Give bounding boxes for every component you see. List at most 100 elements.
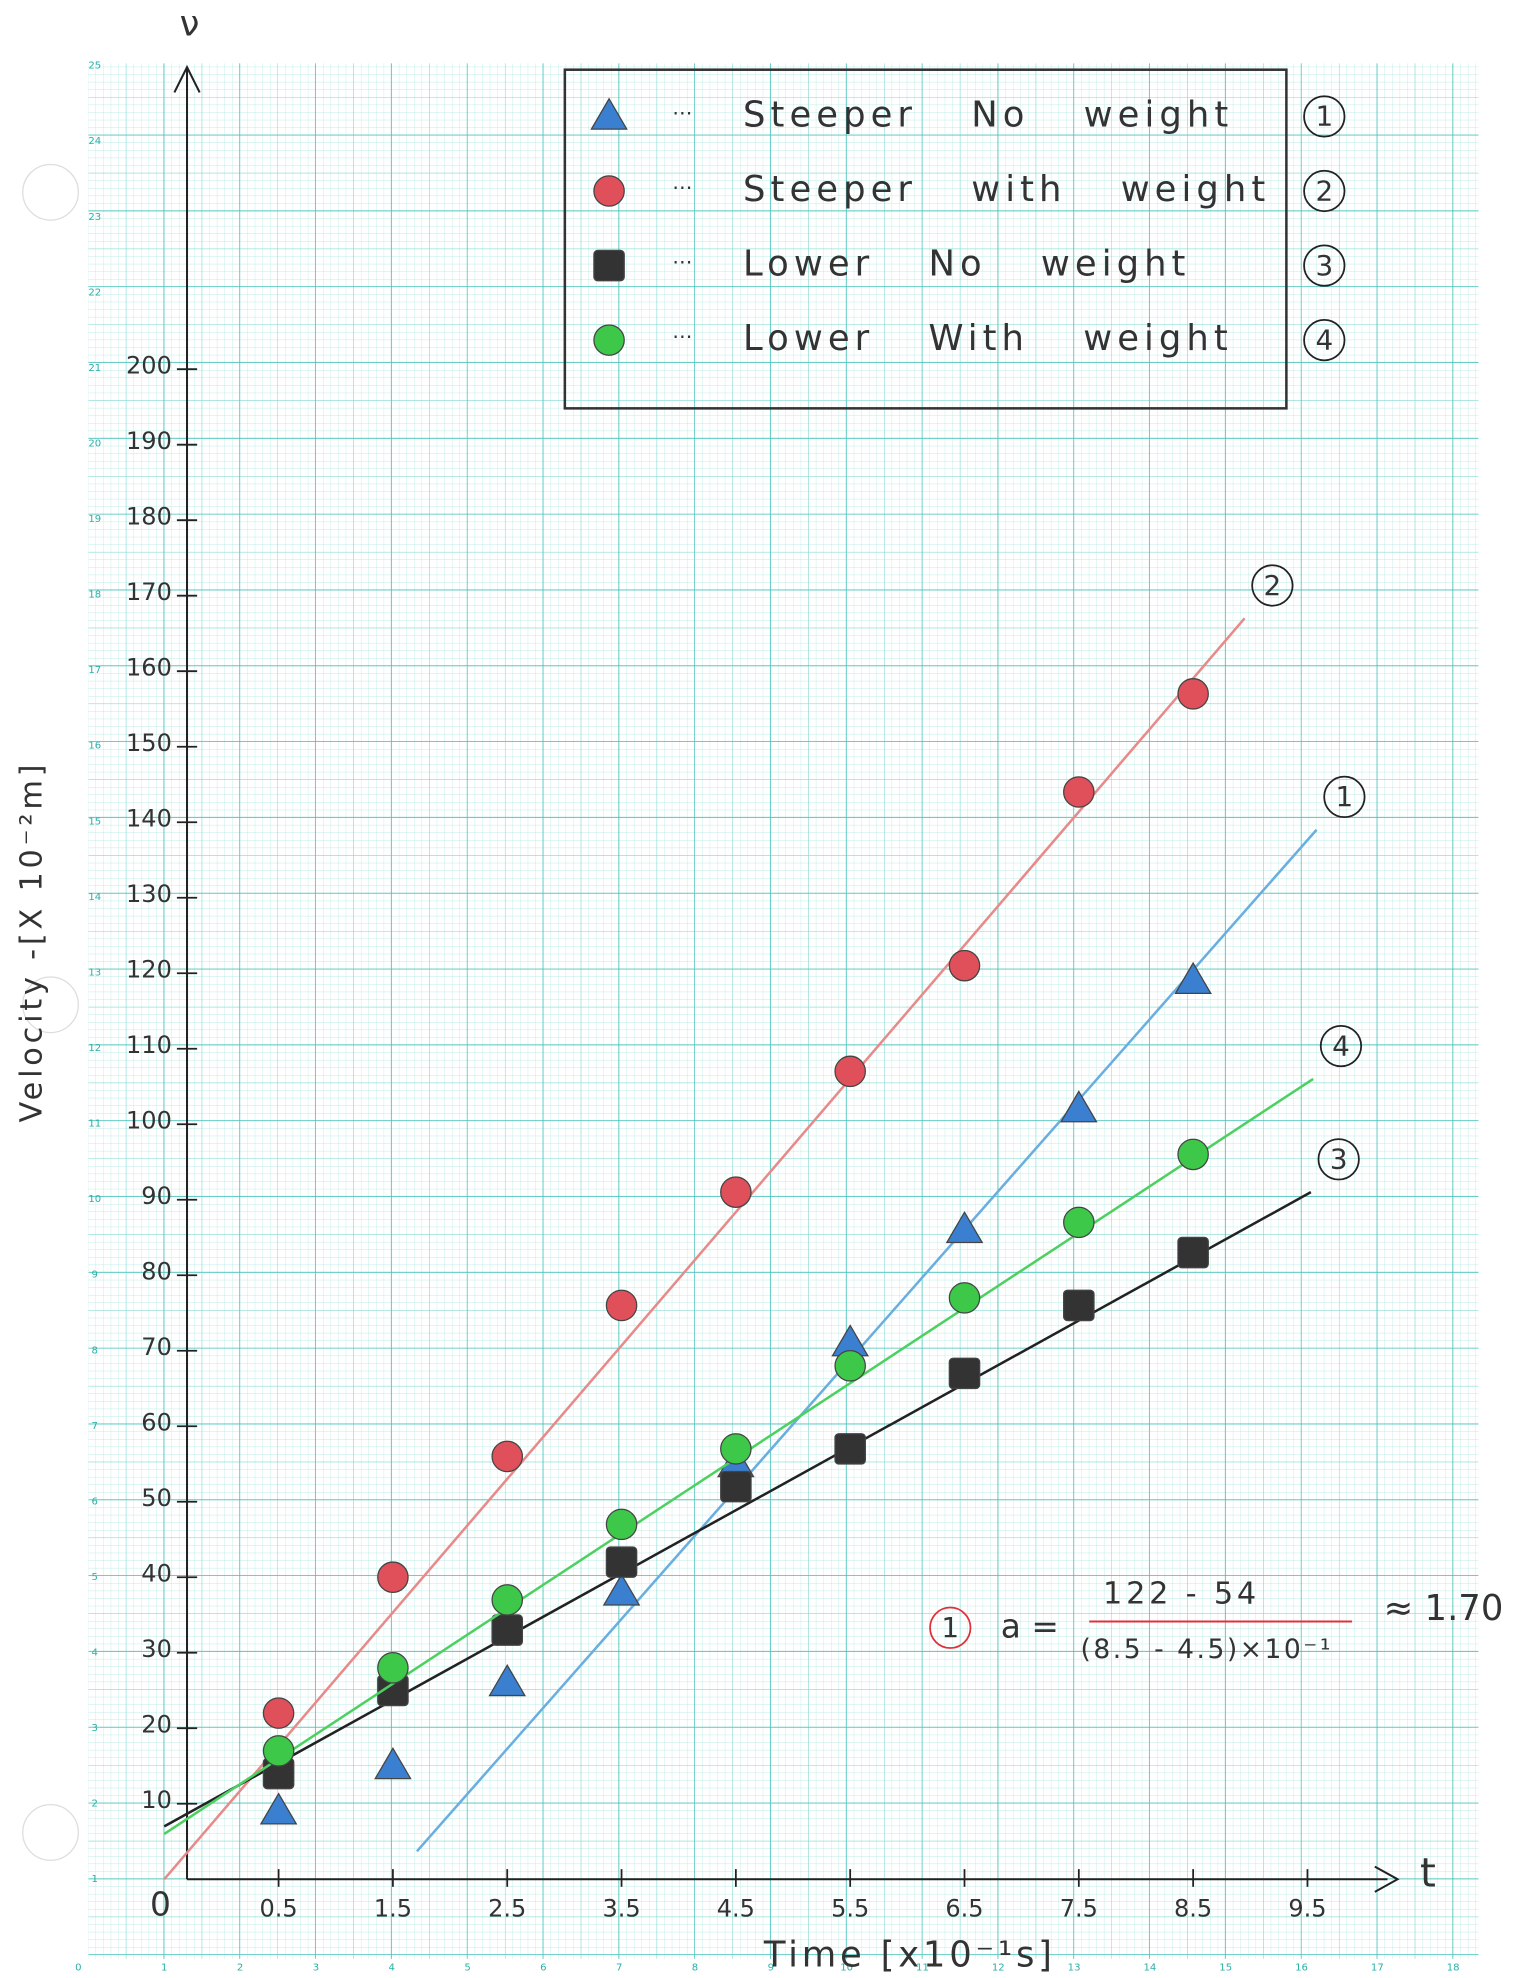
marker-circle [594, 176, 624, 206]
paper-number: 11 [88, 1119, 101, 1130]
marker-circle [1178, 679, 1208, 709]
marker-circle [492, 1585, 522, 1615]
paper-number: 14 [1143, 1963, 1156, 1974]
marker-circle [606, 1290, 636, 1320]
paper-number: 13 [1068, 1963, 1081, 1974]
marker-circle [1064, 1207, 1094, 1237]
marker-square [606, 1547, 636, 1577]
y-tick-label: 40 [141, 1560, 172, 1588]
paper-number: 8 [692, 1963, 698, 1974]
marker-circle [378, 1653, 408, 1683]
marker-square [949, 1358, 979, 1388]
y-axis-symbol: ν [180, 3, 200, 44]
paper-number: 17 [88, 665, 101, 676]
marker-square [1064, 1290, 1094, 1320]
paper-number: 7 [616, 1963, 622, 1974]
paper-number: 5 [92, 1572, 98, 1583]
legend-ellipsis: … [672, 319, 692, 343]
paper-number: 7 [92, 1421, 98, 1432]
paper-number: 6 [92, 1496, 98, 1507]
marker-square [594, 250, 624, 280]
annotation-lhs: a = [1001, 1607, 1059, 1645]
paper-number: 10 [88, 1194, 101, 1205]
marker-circle [1064, 777, 1094, 807]
paper-number: 4 [389, 1963, 395, 1974]
paper-number: 14 [88, 892, 101, 903]
circled-number: 1 [941, 1611, 959, 1644]
marker-circle [263, 1698, 293, 1728]
y-tick-label: 50 [141, 1484, 172, 1512]
paper-number: 6 [540, 1963, 546, 1974]
x-tick-label: 5.5 [831, 1895, 869, 1923]
marker-circle [949, 1283, 979, 1313]
paper-number: 19 [88, 514, 101, 525]
x-axis-symbol: t [1420, 1848, 1436, 1896]
paper-number: 5 [464, 1963, 470, 1974]
paper-number: 17 [1371, 1963, 1384, 1974]
y-tick-label: 20 [141, 1711, 172, 1739]
annotation-denominator: (8.5 - 4.5)×10⁻¹ [1081, 1634, 1333, 1665]
legend-label: Lower No weight [743, 244, 1190, 285]
marker-circle [606, 1509, 636, 1539]
paper-number: 24 [88, 136, 101, 147]
origin-label: 0 [150, 1885, 171, 1923]
paper-number: 15 [1219, 1963, 1232, 1974]
paper-number: 4 [92, 1648, 98, 1659]
y-tick-label: 110 [126, 1031, 172, 1059]
legend-ellipsis: … [672, 95, 692, 119]
x-tick-label: 4.5 [717, 1895, 755, 1923]
marker-circle [1178, 1139, 1208, 1169]
paper-number: 15 [88, 816, 101, 827]
x-tick-label: 1.5 [374, 1895, 412, 1923]
y-tick-label: 150 [126, 729, 172, 757]
circled-number: 1 [1336, 780, 1354, 813]
marker-circle [263, 1736, 293, 1766]
y-tick-label: 70 [141, 1333, 172, 1361]
annotation-result: ≈ 1.70 [1384, 1588, 1504, 1629]
y-tick-label: 120 [126, 956, 172, 984]
y-tick-label: 10 [141, 1786, 172, 1814]
paper-number: 1 [92, 1874, 98, 1885]
paper-number: 2 [92, 1799, 98, 1810]
chart: 1234567891011121314151617181920212223242… [0, 0, 1529, 1978]
y-tick-label: 130 [126, 880, 172, 908]
paper-number: 16 [88, 741, 101, 752]
marker-circle [594, 325, 624, 355]
x-tick-label: 2.5 [488, 1895, 526, 1923]
y-tick-label: 100 [126, 1107, 172, 1135]
marker-square [492, 1615, 522, 1645]
marker-circle [492, 1441, 522, 1471]
x-tick-label: 8.5 [1174, 1895, 1212, 1923]
paper-number: 1 [161, 1963, 167, 1974]
y-tick-label: 140 [126, 805, 172, 833]
legend-label: Lower With weight [743, 318, 1233, 359]
marker-circle [835, 1351, 865, 1381]
circled-number: 3 [1330, 1143, 1348, 1176]
paper-number: 13 [88, 967, 101, 978]
marker-circle [721, 1434, 751, 1464]
paper-number: 18 [1447, 1963, 1460, 1974]
x-tick-label: 0.5 [260, 1895, 298, 1923]
paper-number: 21 [88, 363, 101, 374]
marker-square [835, 1434, 865, 1464]
legend-ellipsis: … [672, 170, 692, 194]
y-tick-label: 80 [141, 1258, 172, 1286]
x-tick-label: 3.5 [602, 1895, 640, 1923]
circled-number: 4 [1315, 323, 1333, 356]
paper-number: 2 [237, 1963, 243, 1974]
paper-number: 9 [92, 1270, 98, 1281]
y-tick-label: 170 [126, 578, 172, 606]
y-tick-label: 30 [141, 1635, 172, 1663]
paper-number: 25 [88, 61, 101, 72]
annotation-numerator: 122 - 54 [1103, 1576, 1260, 1611]
paper-number: 12 [88, 1043, 101, 1054]
marker-circle [835, 1056, 865, 1086]
legend-ellipsis: … [672, 244, 692, 268]
marker-circle [378, 1562, 408, 1592]
marker-circle [721, 1177, 751, 1207]
paper-number: 3 [92, 1723, 98, 1734]
marker-circle [949, 950, 979, 980]
y-tick-label: 160 [126, 654, 172, 682]
y-tick-label: 180 [126, 503, 172, 531]
circled-number: 4 [1332, 1029, 1350, 1062]
